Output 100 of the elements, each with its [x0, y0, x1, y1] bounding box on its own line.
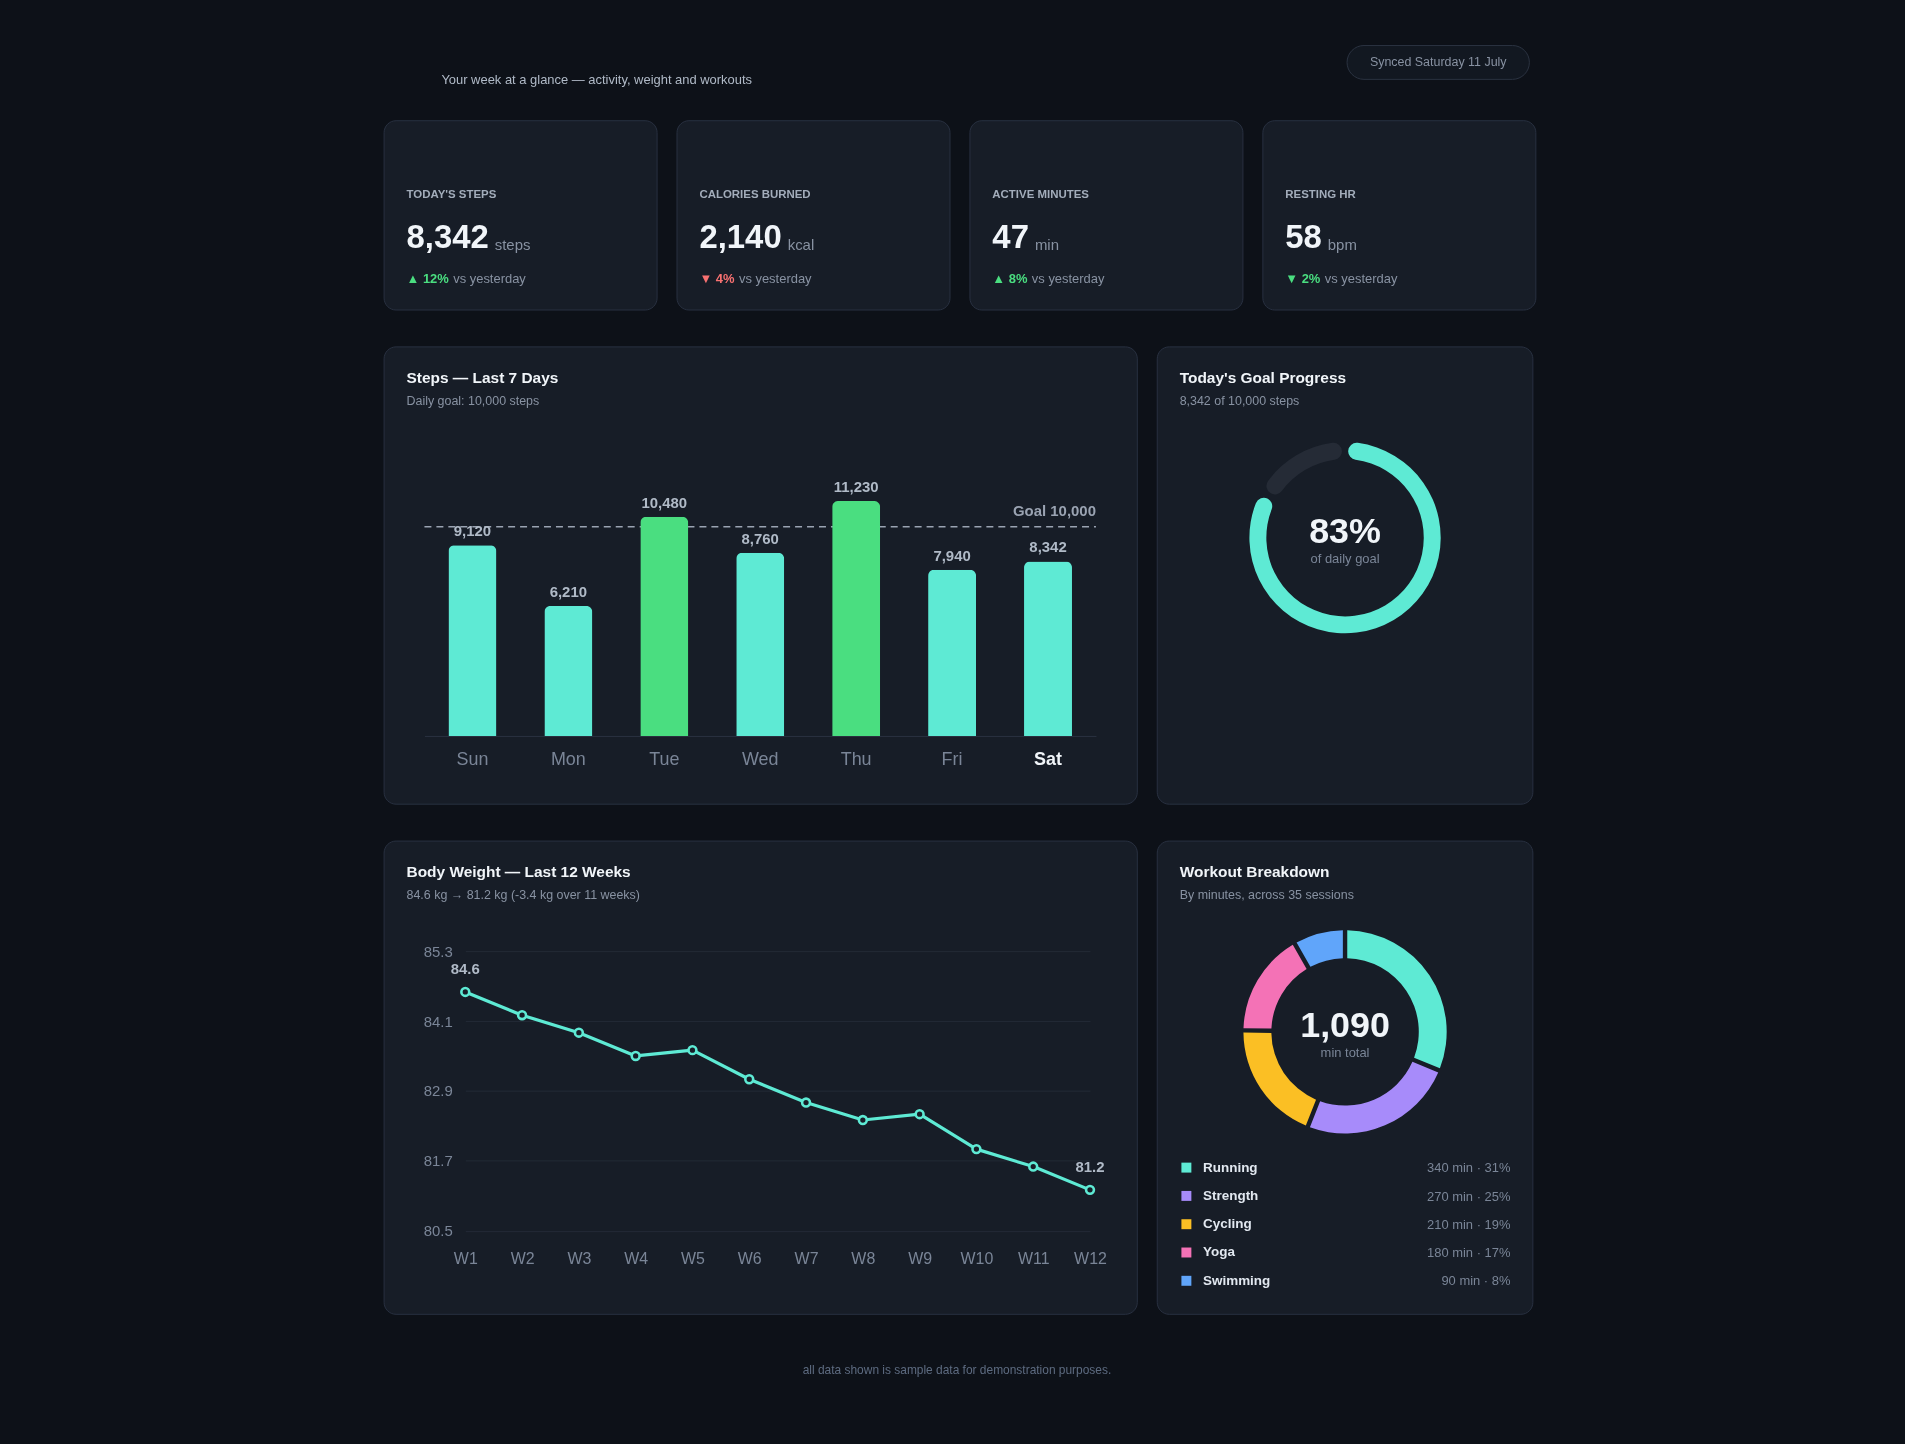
data-label: 84.6	[450, 959, 480, 977]
text: bpm	[1327, 235, 1357, 253]
point	[573, 1027, 585, 1038]
point	[800, 1097, 812, 1108]
point	[1027, 1161, 1039, 1172]
x-tick-label: W9	[908, 1250, 933, 1268]
point	[460, 986, 471, 998]
data-label: 8,760	[741, 529, 779, 547]
x-tick-label: Mon	[550, 749, 586, 770]
text: steps	[494, 235, 531, 253]
data-label: 90 min · 8%	[1441, 1273, 1511, 1289]
x-tick-label: W7	[794, 1250, 819, 1268]
chart-title: Today's Goal Progress	[1179, 369, 1347, 387]
bar	[640, 516, 689, 736]
data-label: 210 min · 19%	[1427, 1216, 1511, 1232]
y-tick-label: 80.5	[423, 1222, 453, 1240]
bar	[736, 552, 785, 736]
legend-label: Cycling	[1203, 1216, 1252, 1232]
text: vs yesterday	[1031, 270, 1105, 286]
text: RESTING HR	[1285, 187, 1357, 200]
text: vs yesterday	[738, 270, 813, 286]
y-tick-label: 85.3	[423, 942, 453, 960]
x-tick-label: W2	[510, 1250, 535, 1268]
data-label: 6,210	[549, 583, 588, 601]
data-label: 8,342	[1029, 538, 1067, 556]
point	[914, 1108, 925, 1120]
x-tick-label: Tue	[649, 749, 680, 770]
text: min	[1034, 235, 1059, 253]
legend-label: Swimming	[1203, 1272, 1271, 1288]
data-label: 270 min · 25%	[1427, 1188, 1511, 1204]
point	[857, 1114, 869, 1126]
chart-title: Workout Breakdown	[1179, 863, 1330, 881]
text: ▲ 12%	[406, 270, 450, 286]
x-tick-label: W1	[453, 1250, 478, 1268]
y-tick-label: 82.9	[423, 1082, 453, 1100]
x-tick-label: Fri	[941, 749, 963, 770]
data-label: 9,120	[453, 522, 492, 540]
x-tick-label: W5	[681, 1250, 706, 1268]
text: TODAY'S STEPS	[406, 187, 497, 200]
x-tick-label: W10	[960, 1250, 994, 1268]
text: Synced Saturday 11 July	[1369, 55, 1508, 70]
x-tick-label: Sun	[456, 749, 489, 770]
x-tick-label: Wed	[741, 749, 779, 770]
text: ACTIVE MINUTES	[992, 187, 1090, 200]
x-tick-label: W4	[624, 1250, 649, 1268]
point	[971, 1143, 982, 1155]
text: vs yesterday	[1324, 270, 1398, 286]
text: 83%	[1309, 510, 1381, 551]
text: 1,090	[1300, 1004, 1390, 1045]
x-tick-label: W3	[567, 1250, 592, 1268]
text: 8,342	[406, 217, 489, 255]
x-tick-label: W12	[1074, 1250, 1108, 1268]
point	[687, 1044, 698, 1056]
ref-line-label: Goal 10,000	[1012, 501, 1096, 519]
x-tick-label: W11	[1017, 1250, 1050, 1268]
data-label: 10,480	[641, 493, 688, 511]
point	[744, 1074, 755, 1085]
bar	[544, 606, 593, 736]
x-tick-label: W6	[737, 1250, 762, 1268]
point	[516, 1009, 528, 1021]
donut-slice	[1296, 930, 1343, 967]
bar	[448, 545, 497, 736]
text: vs yesterday	[453, 270, 527, 286]
chart-title: Body Weight — Last 12 Weeks	[406, 863, 631, 881]
bar	[928, 569, 977, 736]
x-tick-label: Thu	[840, 749, 872, 770]
data-label: 180 min · 17%	[1427, 1244, 1511, 1260]
text: 47	[992, 217, 1029, 255]
text: 58	[1285, 217, 1322, 255]
chart-subtitle: 84.6 kg → 81.2 kg (-3.4 kg over 11 weeks)	[406, 888, 640, 903]
text: 2,140	[699, 217, 782, 255]
data-label: 11,230	[833, 478, 879, 496]
bar	[1024, 561, 1072, 736]
text: ▼ 2%	[1285, 270, 1321, 286]
data-label: 81.2	[1075, 1157, 1105, 1175]
text: ▼ 4%	[699, 270, 736, 286]
x-tick-label: W8	[851, 1250, 876, 1268]
text: ▲ 8%	[992, 270, 1028, 286]
y-tick-label: 81.7	[423, 1152, 453, 1170]
point	[630, 1050, 641, 1062]
bar	[832, 500, 881, 736]
chart-subtitle: Daily goal: 10,000 steps	[406, 394, 540, 409]
y-tick-label: 84.1	[423, 1012, 453, 1030]
text: min total	[1320, 1044, 1370, 1060]
legend-label: Strength	[1203, 1187, 1259, 1203]
text: CALORIES BURNED	[699, 187, 811, 200]
chart-subtitle: 8,342 of 10,000 steps	[1179, 394, 1300, 409]
chart-subtitle: By minutes, across 35 sessions	[1179, 888, 1354, 903]
legend-label: Yoga	[1203, 1244, 1236, 1260]
donut-slice	[1309, 1061, 1439, 1134]
data-label: 340 min · 31%	[1427, 1160, 1511, 1176]
legend-label: Running	[1203, 1159, 1258, 1175]
text: of daily goal	[1310, 550, 1380, 566]
point	[1084, 1184, 1096, 1196]
x-tick-label: Sat	[1034, 749, 1062, 770]
text: Your week at a glance — activity, weight and workouts	[441, 72, 753, 88]
text: all data shown is sample data for demonstration purposes.	[802, 1362, 1112, 1377]
chart-title: Steps — Last 7 Days	[406, 369, 559, 387]
text: kcal	[787, 235, 815, 253]
data-label: 7,940	[933, 546, 971, 564]
